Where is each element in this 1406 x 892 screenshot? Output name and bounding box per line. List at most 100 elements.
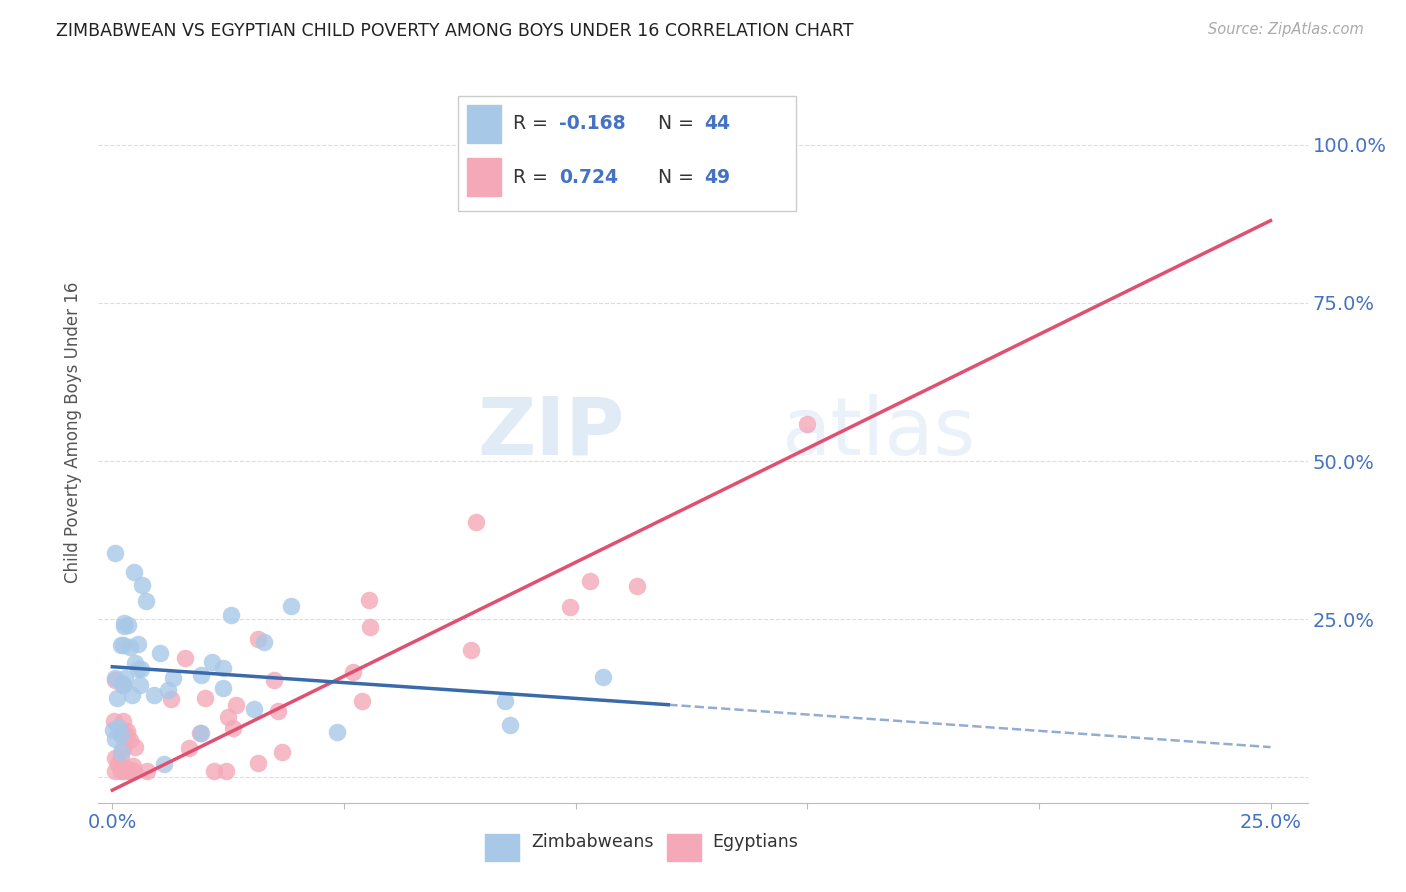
- Point: [212, 661, 235, 675]
- Point: [128, 678, 150, 692]
- Y-axis label: Child Poverty Among Boys Under 16: Child Poverty Among Boys Under 16: [65, 282, 83, 583]
- Point: [110, 638, 132, 652]
- Text: Source: ZipAtlas.com: Source: ZipAtlas.com: [1208, 22, 1364, 37]
- Point: [103, 714, 125, 729]
- Point: [124, 740, 146, 755]
- Point: [103, 673, 125, 688]
- Text: Egyptians: Egyptians: [713, 833, 799, 851]
- Point: [118, 764, 141, 779]
- Point: [112, 678, 135, 692]
- Point: [121, 688, 143, 702]
- Point: [112, 639, 135, 653]
- Point: [122, 759, 145, 773]
- Point: [200, 655, 222, 669]
- Point: [271, 745, 294, 759]
- Point: [190, 667, 212, 681]
- Point: [124, 656, 146, 670]
- Point: [225, 698, 247, 712]
- Point: [131, 578, 153, 592]
- Point: [118, 764, 141, 779]
- Point: [110, 726, 132, 740]
- Point: [217, 710, 239, 724]
- Point: [242, 702, 264, 716]
- Point: [112, 725, 135, 739]
- Point: [359, 620, 381, 634]
- Point: [104, 751, 127, 765]
- Text: N =: N =: [658, 114, 700, 134]
- Point: [104, 732, 127, 747]
- Point: [112, 618, 135, 632]
- Point: [325, 724, 347, 739]
- Point: [173, 651, 195, 665]
- Point: [352, 694, 374, 708]
- Point: [104, 546, 127, 560]
- Bar: [485, 834, 519, 861]
- Point: [110, 749, 132, 764]
- Point: [114, 671, 136, 685]
- Point: [359, 593, 381, 607]
- Point: [247, 756, 270, 770]
- Bar: [467, 158, 501, 196]
- Point: [202, 764, 225, 779]
- Point: [460, 643, 482, 657]
- Point: [464, 516, 486, 530]
- Point: [215, 764, 238, 779]
- Point: [211, 681, 233, 695]
- Point: [115, 724, 138, 739]
- Text: 0.724: 0.724: [560, 168, 619, 186]
- Point: [107, 756, 129, 771]
- Point: [117, 617, 139, 632]
- Point: [188, 725, 211, 739]
- Point: [122, 565, 145, 579]
- Point: [112, 616, 135, 631]
- Point: [103, 723, 125, 737]
- Point: [626, 579, 648, 593]
- Point: [111, 676, 134, 690]
- Point: [111, 740, 134, 755]
- Point: [342, 665, 364, 679]
- Text: -0.168: -0.168: [560, 114, 626, 134]
- Point: [136, 764, 159, 779]
- Text: atlas: atlas: [782, 393, 976, 472]
- Point: [104, 764, 127, 779]
- Text: R =: R =: [513, 114, 554, 134]
- Point: [494, 694, 516, 708]
- Point: [252, 635, 274, 649]
- Point: [558, 599, 581, 614]
- Point: [110, 728, 132, 742]
- Point: [122, 764, 145, 779]
- Point: [114, 761, 136, 775]
- Point: [280, 599, 302, 614]
- Point: [157, 682, 180, 697]
- Point: [135, 594, 157, 608]
- Point: [152, 757, 174, 772]
- Point: [160, 692, 183, 706]
- Text: Zimbabweans: Zimbabweans: [531, 833, 654, 851]
- Point: [796, 417, 818, 431]
- Point: [110, 764, 132, 779]
- Text: ZIP: ZIP: [477, 393, 624, 472]
- Text: 49: 49: [704, 168, 730, 186]
- Point: [115, 729, 138, 743]
- Text: 44: 44: [704, 114, 730, 134]
- Point: [263, 673, 285, 688]
- Point: [107, 720, 129, 734]
- Point: [221, 607, 243, 622]
- Bar: [666, 834, 700, 861]
- Text: R =: R =: [513, 168, 554, 186]
- Point: [194, 691, 217, 706]
- Point: [143, 689, 166, 703]
- Text: N =: N =: [658, 168, 700, 186]
- Point: [190, 725, 212, 739]
- Point: [162, 671, 184, 685]
- Text: ZIMBABWEAN VS EGYPTIAN CHILD POVERTY AMONG BOYS UNDER 16 CORRELATION CHART: ZIMBABWEAN VS EGYPTIAN CHILD POVERTY AMO…: [56, 22, 853, 40]
- Point: [129, 662, 152, 676]
- Point: [127, 637, 149, 651]
- Point: [104, 671, 127, 685]
- Bar: [467, 104, 501, 143]
- Point: [222, 721, 245, 735]
- Point: [177, 741, 200, 756]
- Point: [110, 745, 132, 759]
- Point: [579, 574, 602, 588]
- Point: [127, 661, 149, 675]
